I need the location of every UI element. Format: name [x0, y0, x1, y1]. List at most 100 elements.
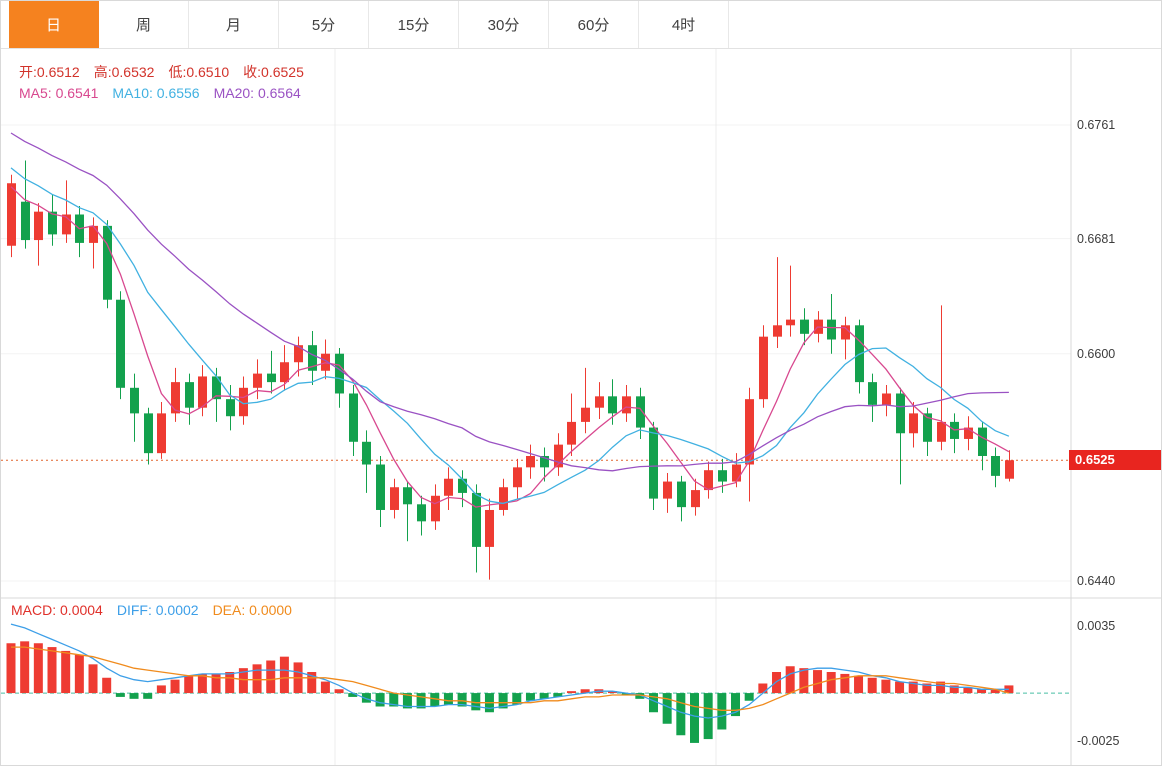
- ohlc-item: 开:0.6512: [19, 64, 80, 80]
- macd-bar: [320, 681, 330, 694]
- macd-axis-label: -0.0025: [1077, 734, 1120, 748]
- ma-item: MA20: 0.6564: [213, 85, 301, 101]
- candle: [704, 461, 713, 499]
- tab-week[interactable]: 周: [99, 1, 189, 48]
- macd-bar: [662, 693, 672, 724]
- macd-bar: [553, 693, 563, 697]
- macd-bar: [648, 693, 658, 713]
- macd-bar: [102, 677, 112, 694]
- ma-label: MA20: [213, 85, 251, 101]
- ma-line-5: [10, 186, 1010, 508]
- candle: [923, 407, 932, 456]
- macd-value: 0.0004: [60, 602, 103, 618]
- macd-item: MACD: 0.0004: [11, 602, 103, 618]
- macd-bar: [471, 693, 481, 711]
- tab-4hour[interactable]: 4时: [639, 1, 729, 48]
- candle: [103, 220, 112, 309]
- current-price-tag: 0.6525: [1069, 450, 1161, 471]
- ma-value: 0.6564: [257, 85, 301, 101]
- macd-bar: [566, 691, 576, 694]
- macd-bar: [539, 693, 549, 699]
- macd-bar: [826, 672, 836, 694]
- macd-item: DEA: 0.0000: [212, 602, 292, 618]
- macd-bar: [867, 677, 877, 694]
- macd-bar: [74, 654, 84, 694]
- candle: [7, 174, 16, 258]
- candle: [622, 384, 631, 422]
- candle: [280, 345, 289, 391]
- macd-bar: [348, 693, 358, 697]
- macd-bar: [225, 672, 235, 694]
- candle: [581, 367, 590, 434]
- macd-axis-label: 0.0035: [1077, 619, 1116, 633]
- candle: [882, 384, 891, 417]
- macd-bar: [881, 679, 891, 694]
- candle: [554, 433, 563, 476]
- ma-value: 0.6556: [156, 85, 200, 101]
- candle: [390, 478, 399, 519]
- dea-line: [11, 646, 1010, 711]
- macd-bar: [334, 689, 344, 694]
- macd-bar: [143, 693, 153, 699]
- candle: [34, 203, 43, 266]
- ohlc-item: 高:0.6532: [93, 64, 155, 80]
- candle: [513, 458, 522, 499]
- candle: [185, 373, 194, 425]
- macd-bar: [936, 681, 946, 694]
- candle: [21, 160, 30, 249]
- candle: [308, 330, 317, 385]
- macd-bar: [813, 670, 823, 694]
- macd-item: DIFF: 0.0002: [116, 602, 199, 618]
- candle: [376, 455, 385, 528]
- tab-month[interactable]: 月: [189, 1, 279, 48]
- ohlc-value: 0.6512: [36, 64, 80, 80]
- candle: [226, 384, 235, 431]
- macd-bar: [758, 683, 768, 694]
- candle: [745, 387, 754, 502]
- macd-bar: [443, 693, 453, 705]
- macd-bar: [47, 647, 57, 694]
- ohlc-value: 0.6525: [261, 64, 304, 80]
- macd-bar: [498, 693, 508, 709]
- candle: [909, 402, 918, 448]
- macd-bar: [33, 643, 43, 694]
- macd-bar: [307, 672, 317, 694]
- candle: [663, 473, 672, 513]
- macd-bar: [61, 650, 71, 694]
- candle: [144, 407, 153, 465]
- ma-label: MA5: [19, 85, 48, 101]
- tab-day[interactable]: 日: [9, 1, 99, 48]
- macd-bar: [252, 664, 262, 694]
- macd-bar: [279, 656, 289, 694]
- macd-bar: [197, 673, 207, 694]
- candle: [991, 447, 1000, 488]
- ohlc-value: 0.6510: [186, 64, 230, 80]
- ohlc-label: 高: [93, 64, 108, 80]
- tab-30min[interactable]: 30分: [459, 1, 549, 48]
- macd-bar: [238, 668, 248, 694]
- macd-bar: [580, 689, 590, 694]
- macd-label: DEA: [212, 602, 242, 618]
- macd-bar: [703, 693, 713, 740]
- macd-bar: [430, 693, 440, 707]
- tab-60min[interactable]: 60分: [549, 1, 639, 48]
- candle: [458, 470, 467, 508]
- candle: [718, 458, 727, 493]
- ma-item: MA5: 0.6541: [19, 85, 99, 101]
- ohlc-label: 收: [243, 64, 258, 80]
- candle: [431, 484, 440, 530]
- candle: [950, 413, 959, 454]
- candle: [472, 484, 481, 573]
- ohlc-item: 低:0.6510: [168, 64, 230, 80]
- macd-bar: [361, 693, 371, 703]
- macd-bar: [266, 660, 276, 694]
- macd-bar: [621, 693, 631, 695]
- candle: [567, 393, 576, 456]
- macd-bar: [690, 693, 699, 743]
- tab-15min[interactable]: 15分: [369, 1, 459, 48]
- candle: [841, 316, 850, 360]
- candle: [937, 305, 946, 451]
- tab-5min[interactable]: 5分: [279, 1, 369, 48]
- candle: [417, 495, 426, 536]
